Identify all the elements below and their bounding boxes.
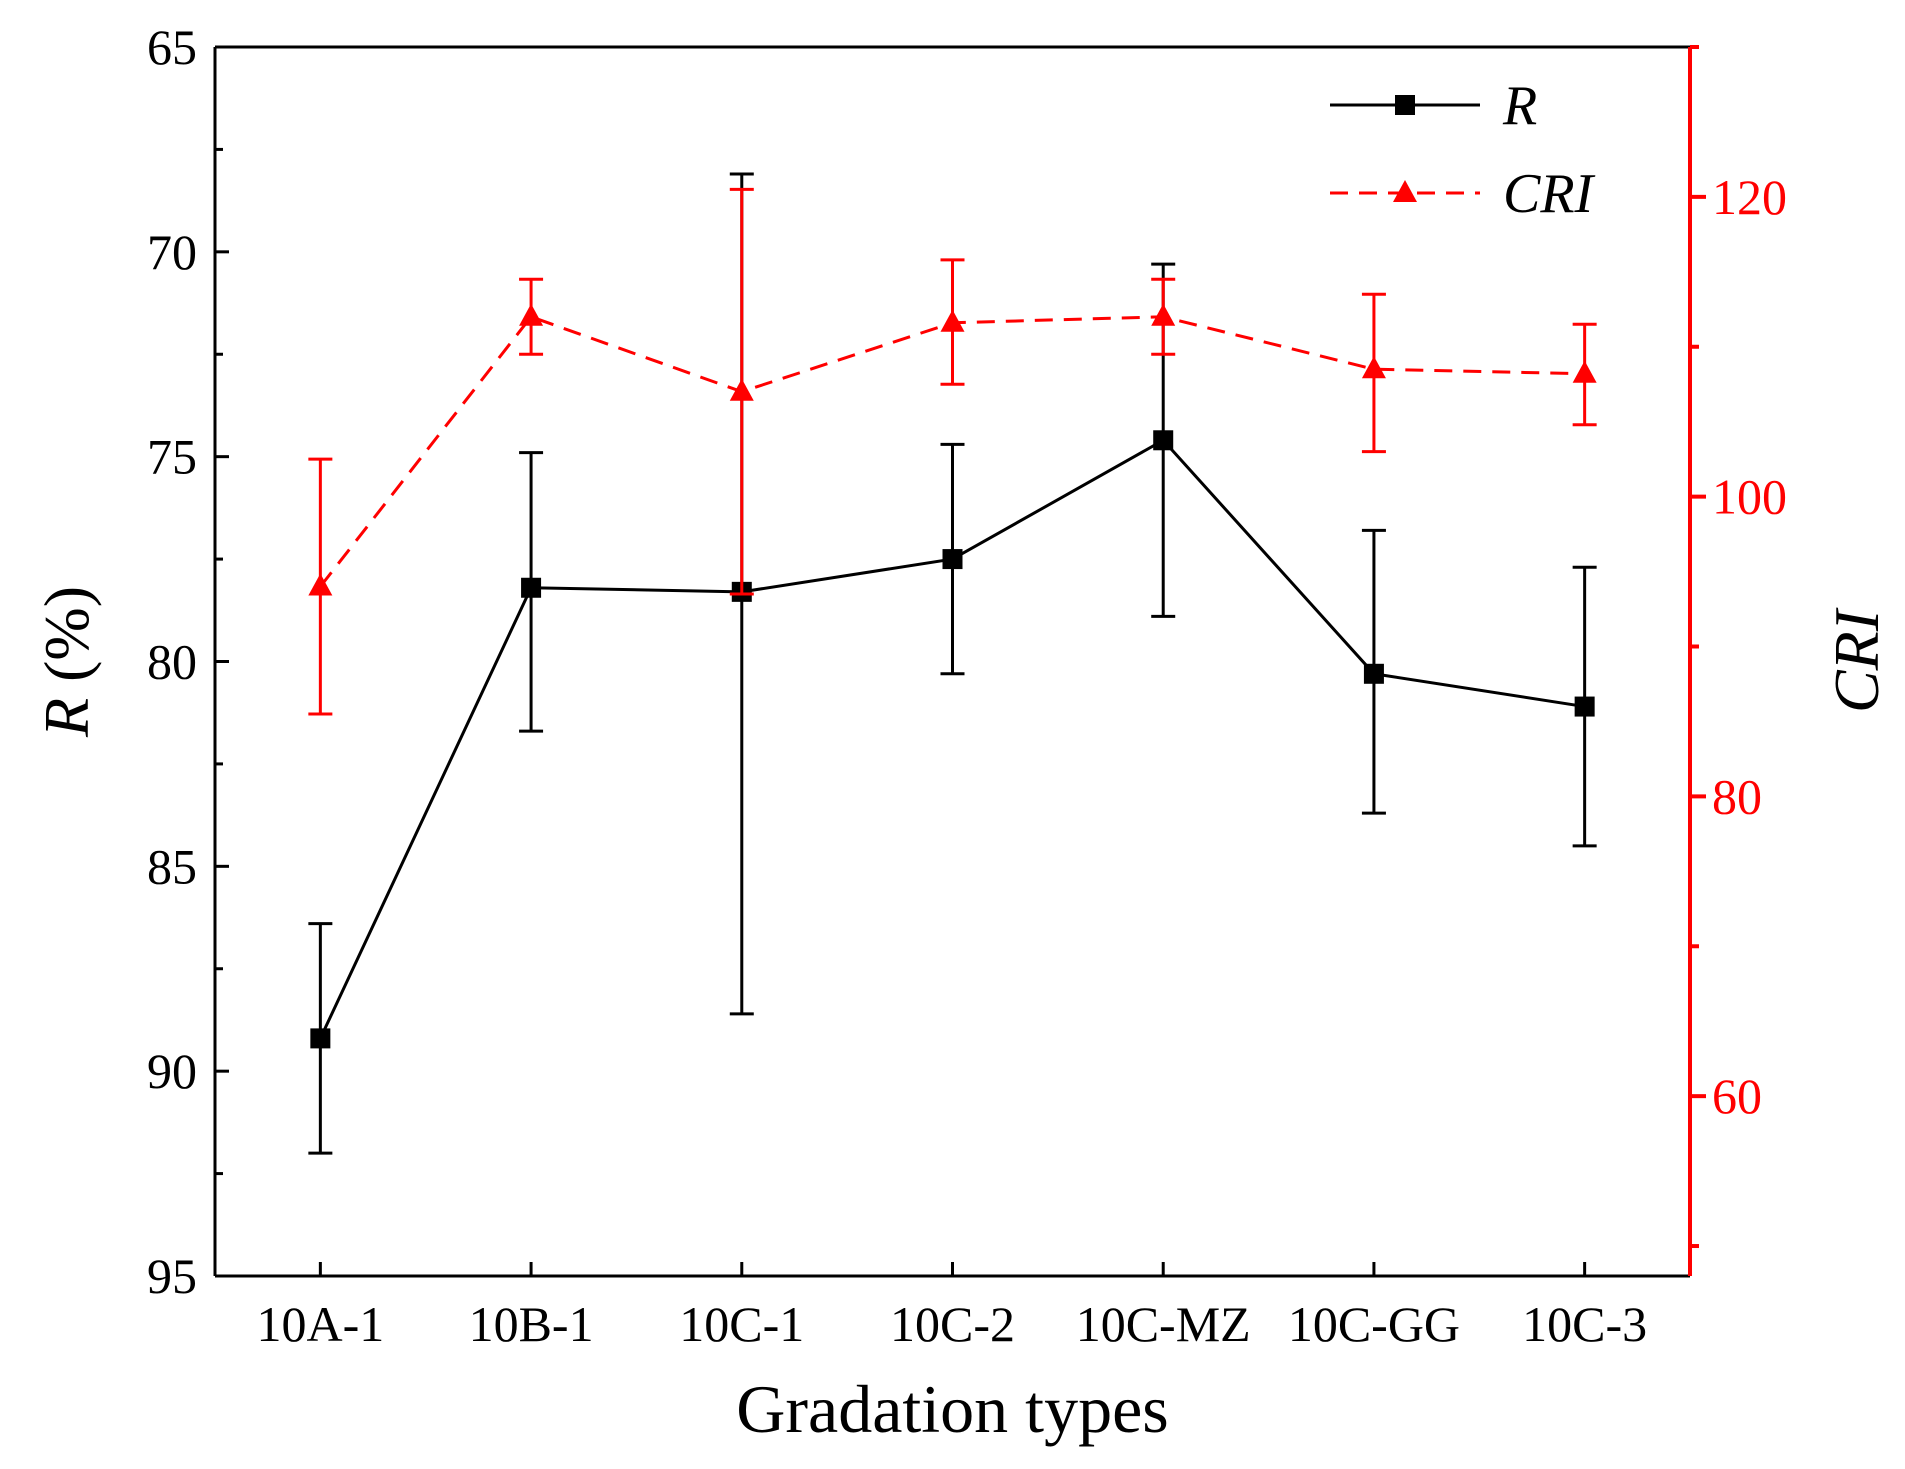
left-y-tick-label: 95 (147, 1248, 197, 1304)
right-y-tick-label: 60 (1712, 1068, 1762, 1124)
left-y-tick-label: 80 (147, 634, 197, 690)
legend-label-cri: CRI (1503, 163, 1596, 225)
x-tick-label: 10C-1 (679, 1296, 804, 1352)
cri-point (940, 309, 965, 332)
cri-point (308, 573, 333, 596)
cri-point (519, 303, 544, 326)
right-y-tick-label: 120 (1712, 169, 1787, 225)
x-axis-title: Gradation types (736, 1371, 1168, 1447)
cri-point (729, 378, 754, 401)
left-y-tick-label: 75 (147, 429, 197, 485)
r-point (310, 1028, 331, 1049)
x-tick-label: 10C-MZ (1076, 1296, 1251, 1352)
legend-label-r: R (1502, 75, 1537, 137)
left-y-tick-label: 70 (147, 224, 197, 280)
x-tick-label: 10B-1 (469, 1296, 594, 1352)
left-y-axis-title: R (%) (31, 586, 102, 738)
cri-point (1151, 303, 1176, 326)
right-y-axis-title: CRI (1821, 607, 1892, 713)
x-tick-label: 10C-3 (1522, 1296, 1647, 1352)
left-y-tick-label: 65 (147, 19, 197, 75)
r-point (1363, 663, 1384, 684)
legend-marker-cri (1393, 180, 1417, 202)
r-point (942, 549, 963, 570)
cri-point (1572, 360, 1597, 383)
r-point (521, 577, 542, 598)
x-tick-label: 10A-1 (256, 1296, 384, 1352)
left-y-axis-title-unit: (%) (31, 586, 102, 698)
left-y-tick-label: 85 (147, 838, 197, 894)
legend-marker-r (1395, 95, 1415, 115)
r-point (1153, 430, 1174, 451)
x-tick-label: 10C-2 (890, 1296, 1015, 1352)
x-tick-label: 10C-GG (1288, 1296, 1460, 1352)
right-y-tick-label: 80 (1712, 768, 1762, 824)
left-y-axis-title-symbol: R (31, 698, 102, 738)
r-point (1574, 696, 1595, 717)
left-y-tick-label: 90 (147, 1043, 197, 1099)
cri-point (1361, 356, 1386, 379)
right-y-tick-label: 100 (1712, 469, 1787, 525)
